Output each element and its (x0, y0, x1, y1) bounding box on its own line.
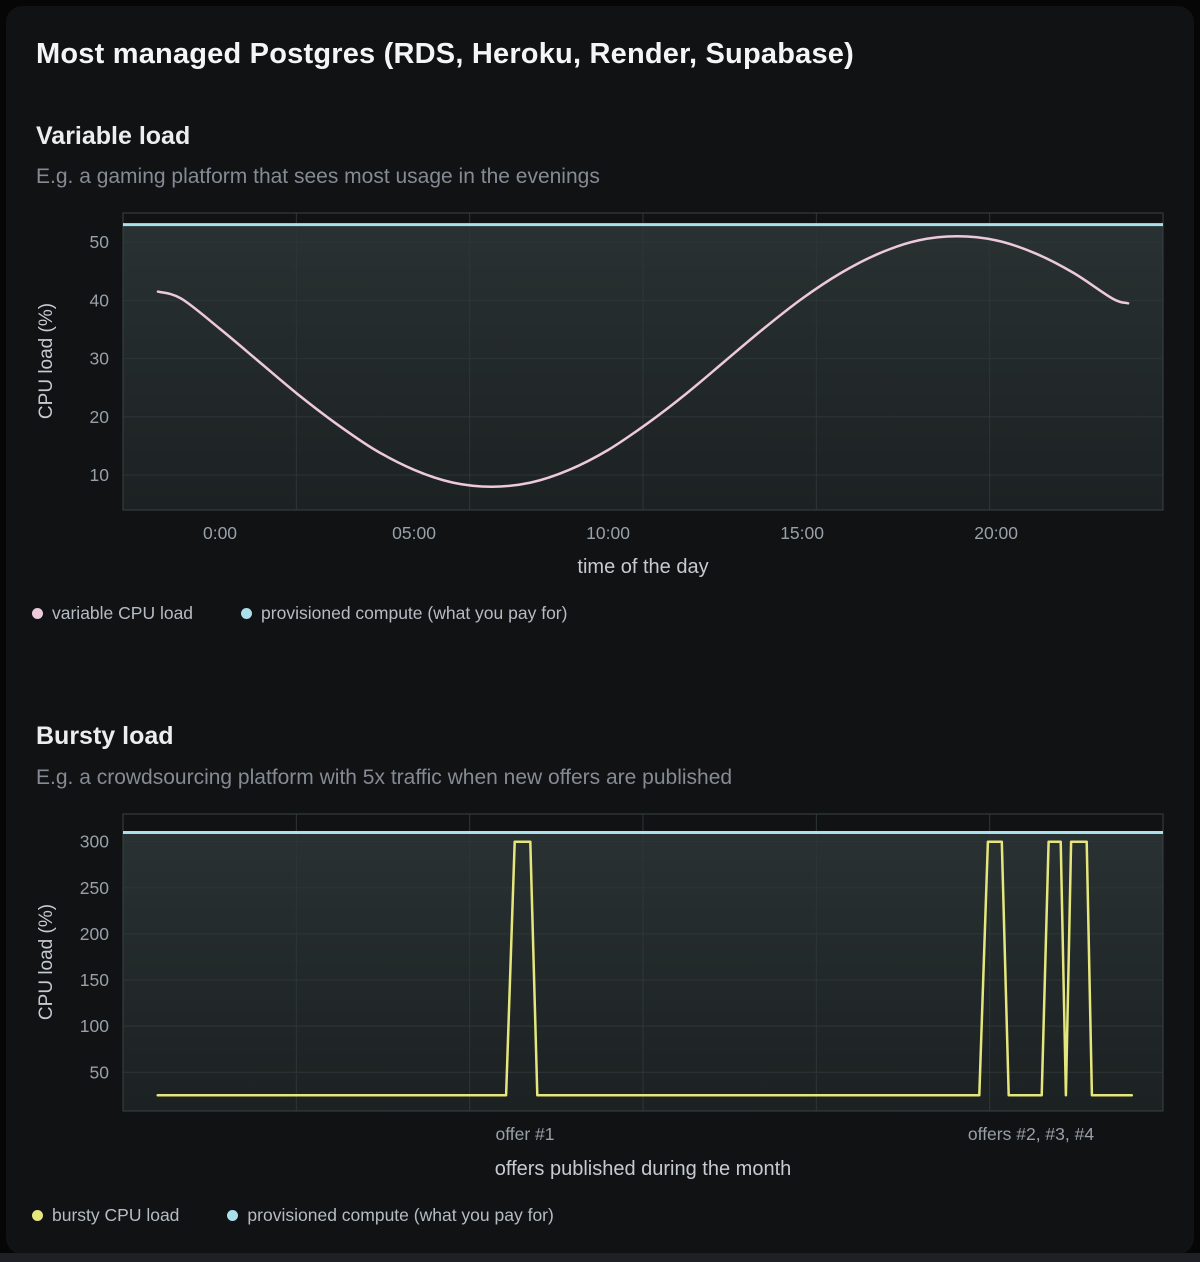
x-axis-label-bursty: offers published during the month (494, 1158, 792, 1180)
legend-dot-icon (32, 1210, 43, 1221)
y-tick-labels: 50 100 150 200 250 300 (80, 832, 109, 1083)
svg-text:150: 150 (80, 970, 109, 990)
gridlines (123, 213, 1163, 510)
svg-text:10:00: 10:00 (586, 523, 630, 543)
svg-text:300: 300 (80, 832, 109, 852)
legend-item: provisioned compute (what you pay for) (227, 1205, 554, 1226)
section-subtitle-bursty-load: E.g. a crowdsourcing platform with 5x tr… (36, 766, 733, 789)
offer-annotation: offers #2, #3, #4 (967, 1124, 1095, 1144)
gridlines (123, 814, 1163, 1111)
section-title-variable-load: Variable load (36, 122, 191, 150)
variable-load-chart: 10 20 30 40 50 0:00 05:00 10:00 15:00 20:00 (90, 212, 1164, 543)
legend-label: bursty CPU load (52, 1205, 180, 1225)
x-axis-label-variable: time of the day (577, 556, 709, 578)
legend-item: bursty CPU load (32, 1205, 179, 1226)
svg-text:30: 30 (90, 349, 110, 369)
svg-text:100: 100 (80, 1016, 109, 1036)
svg-text:05:00: 05:00 (392, 523, 436, 543)
svg-text:10: 10 (90, 465, 110, 485)
legend-variable-load: variable CPU load provisioned compute (wh… (32, 603, 567, 624)
legend-label: provisioned compute (what you pay for) (261, 603, 568, 623)
series-line (156, 840, 1134, 1097)
page-title: Most managed Postgres (RDS, Heroku, Rend… (36, 38, 854, 70)
legend-label: provisioned compute (what you pay for) (247, 1205, 554, 1225)
offer-annotation: offer #1 (495, 1124, 555, 1144)
legend-bursty-load: bursty CPU load provisioned compute (what… (32, 1205, 554, 1226)
legend-dot-icon (227, 1210, 239, 1221)
section-title-bursty-load: Bursty load (36, 722, 174, 750)
legend-dot-icon (32, 608, 43, 619)
legend-label: variable CPU load (52, 603, 194, 623)
svg-text:15:00: 15:00 (780, 523, 824, 543)
legend-item: provisioned compute (what you pay for) (241, 603, 567, 624)
svg-text:20:00: 20:00 (974, 523, 1018, 543)
svg-text:50: 50 (90, 232, 110, 252)
y-tick-labels: 10 20 30 40 50 (90, 232, 110, 485)
svg-text:20: 20 (90, 407, 110, 427)
legend-dot-icon (241, 608, 253, 619)
svg-text:50: 50 (90, 1062, 110, 1082)
bursty-load-chart: 50 100 150 200 250 300 (80, 813, 1164, 1112)
svg-text:40: 40 (90, 290, 110, 310)
svg-text:200: 200 (80, 924, 109, 944)
legend-item: variable CPU load (32, 603, 193, 624)
x-tick-labels: 0:00 05:00 10:00 15:00 20:00 (203, 523, 1018, 543)
plot-border (122, 212, 1164, 511)
plot-border (122, 813, 1164, 1112)
svg-text:250: 250 (80, 878, 109, 898)
next-card-top-edge (0, 1253, 1200, 1262)
series-line (156, 235, 1130, 488)
svg-text:0:00: 0:00 (203, 523, 237, 543)
section-subtitle-variable-load: E.g. a gaming platform that sees most us… (36, 165, 600, 188)
